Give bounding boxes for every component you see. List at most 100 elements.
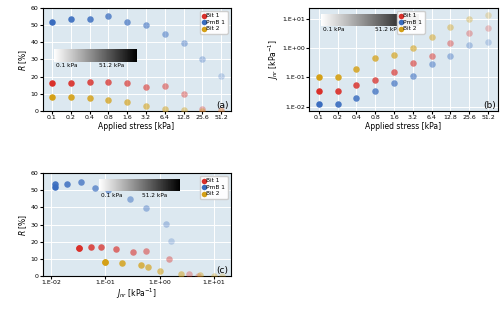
Bit 1 — [75, 245, 83, 250]
Point — [86, 17, 94, 22]
PmB 1 — [48, 19, 56, 24]
Point — [104, 188, 112, 193]
Point — [64, 182, 72, 187]
Bit 2 — [48, 95, 56, 100]
Point — [372, 77, 380, 82]
Point — [112, 246, 120, 251]
X-axis label: $J_{nr}$ [kPa$^{-1}$]: $J_{nr}$ [kPa$^{-1}$] — [116, 287, 157, 301]
Point — [409, 60, 417, 65]
PmB 1 — [315, 102, 323, 107]
Point — [123, 20, 131, 25]
Point — [194, 273, 202, 278]
Bit 2 — [315, 75, 323, 80]
Point — [217, 73, 225, 78]
Text: 51.2 kPa: 51.2 kPa — [142, 193, 168, 197]
Point — [104, 97, 112, 102]
Point — [142, 248, 150, 253]
Point — [409, 46, 417, 51]
Point — [198, 107, 206, 112]
Point — [137, 262, 145, 267]
Point — [334, 75, 342, 80]
Point — [123, 81, 131, 86]
Point — [390, 80, 398, 85]
Legend: Bit 1, PmB 1, Bit 2: Bit 1, PmB 1, Bit 2 — [200, 176, 228, 199]
Point — [98, 245, 106, 250]
Point — [466, 17, 473, 22]
Point — [160, 31, 168, 36]
Point — [102, 260, 110, 265]
Point — [104, 14, 112, 19]
Text: 0.1 kPa: 0.1 kPa — [322, 27, 344, 32]
Point — [446, 53, 454, 58]
Point — [198, 108, 206, 113]
Point — [66, 80, 74, 85]
Point — [160, 83, 168, 88]
PmB 1 — [51, 184, 59, 189]
Point — [198, 56, 206, 61]
Text: (c): (c) — [216, 266, 228, 275]
Text: 0.1 kPa: 0.1 kPa — [56, 63, 77, 68]
Bit 2 — [102, 260, 110, 265]
Point — [352, 66, 360, 71]
X-axis label: Applied stress [kPa]: Applied stress [kPa] — [98, 122, 174, 130]
Point — [428, 53, 436, 58]
Point — [66, 95, 74, 100]
Point — [76, 179, 84, 184]
Point — [156, 269, 164, 274]
Point — [162, 221, 170, 226]
Point — [142, 85, 150, 90]
Point — [196, 273, 204, 278]
Text: 51.2 kPa: 51.2 kPa — [376, 27, 400, 32]
Legend: Bit 1, PmB 1, Bit 2: Bit 1, PmB 1, Bit 2 — [397, 11, 424, 34]
Point — [51, 182, 59, 187]
Text: (a): (a) — [216, 101, 228, 110]
Point — [352, 82, 360, 87]
Point — [180, 108, 188, 113]
Point — [446, 41, 454, 46]
Text: (b): (b) — [483, 101, 496, 110]
Point — [334, 89, 342, 94]
Point — [160, 106, 168, 111]
Legend: Bit 1, PmB 1, Bit 2: Bit 1, PmB 1, Bit 2 — [200, 11, 228, 34]
Y-axis label: $R$ [%]: $R$ [%] — [18, 48, 29, 71]
Point — [428, 34, 436, 39]
Point — [167, 238, 175, 243]
Point — [66, 17, 74, 22]
Point — [484, 12, 492, 17]
Text: 0.1 kPa: 0.1 kPa — [101, 193, 122, 197]
Point — [118, 260, 126, 265]
Point — [372, 88, 380, 93]
Point — [180, 41, 188, 46]
X-axis label: Applied stress [kPa]: Applied stress [kPa] — [366, 122, 442, 130]
Point — [144, 265, 152, 270]
Point — [484, 40, 492, 45]
Point — [104, 80, 112, 85]
Point — [390, 52, 398, 57]
Point — [217, 108, 225, 113]
Point — [210, 273, 218, 278]
Bit 1 — [315, 89, 323, 94]
Text: 51.2 kPa: 51.2 kPa — [99, 63, 124, 68]
Y-axis label: $R$ [%]: $R$ [%] — [18, 213, 29, 236]
Point — [446, 24, 454, 29]
Point — [142, 22, 150, 27]
Point — [166, 256, 173, 261]
Bit 1 — [48, 80, 56, 85]
Point — [142, 206, 150, 211]
Point — [129, 250, 137, 255]
Point — [466, 43, 473, 48]
Point — [466, 30, 473, 35]
Point — [186, 272, 194, 277]
Point — [372, 56, 380, 61]
Point — [409, 74, 417, 79]
Y-axis label: $J_{nr}$ [kPa$^{-1}$]: $J_{nr}$ [kPa$^{-1}$] — [267, 39, 281, 80]
Point — [91, 185, 99, 190]
Point — [484, 26, 492, 31]
Point — [86, 79, 94, 84]
Point — [352, 95, 360, 100]
Point — [87, 244, 95, 249]
Point — [390, 69, 398, 74]
Point — [142, 104, 150, 109]
Point — [75, 245, 83, 250]
Point — [428, 62, 436, 67]
